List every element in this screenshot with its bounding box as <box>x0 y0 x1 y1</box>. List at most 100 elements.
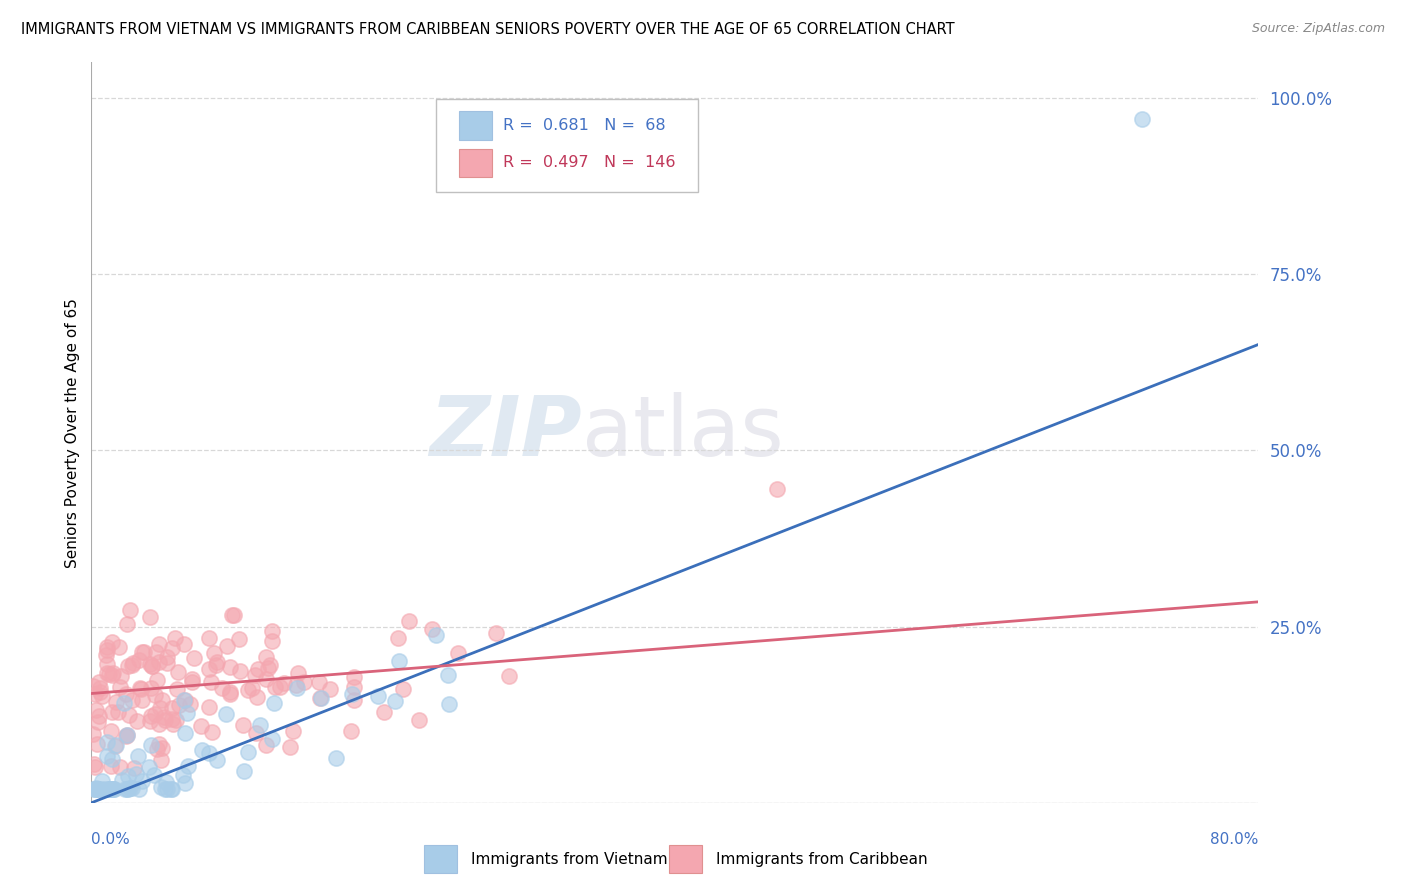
Point <box>219 684 242 698</box>
Point <box>145 645 167 659</box>
Point <box>86 738 108 752</box>
Point <box>127 714 149 729</box>
Point <box>200 674 222 689</box>
Point <box>343 680 366 694</box>
Point <box>118 780 141 795</box>
Point <box>83 757 105 772</box>
Point <box>174 776 197 790</box>
Point <box>228 632 250 646</box>
Point <box>155 713 177 727</box>
Point <box>343 693 366 707</box>
Point <box>285 681 308 695</box>
Text: atlas: atlas <box>582 392 783 473</box>
Point <box>447 646 470 660</box>
Point <box>205 655 228 669</box>
Point <box>121 657 143 671</box>
Point <box>124 760 146 774</box>
Point <box>111 773 134 788</box>
Point <box>260 624 283 638</box>
Point <box>160 781 183 796</box>
Point <box>240 681 263 696</box>
Point <box>150 780 173 794</box>
Point <box>179 698 201 712</box>
Point <box>108 640 131 654</box>
Point <box>90 781 112 796</box>
Point <box>141 658 163 673</box>
Point <box>163 631 186 645</box>
Point <box>232 718 254 732</box>
Point <box>100 723 122 738</box>
Point <box>228 665 250 679</box>
Point <box>104 739 127 753</box>
Point <box>215 639 238 653</box>
Point <box>84 703 107 717</box>
Point <box>243 668 266 682</box>
Point <box>190 719 212 733</box>
Point <box>139 714 162 728</box>
Point <box>139 657 162 672</box>
Point <box>131 693 153 707</box>
Point <box>90 773 112 788</box>
Point <box>198 662 221 676</box>
Point <box>146 673 169 688</box>
Point <box>420 623 443 637</box>
Point <box>437 698 460 712</box>
Point <box>174 692 197 706</box>
Point <box>128 681 150 696</box>
Point <box>162 716 184 731</box>
Point <box>218 687 240 701</box>
Point <box>155 774 177 789</box>
Point <box>97 781 120 796</box>
Point <box>183 650 205 665</box>
Point <box>202 646 225 660</box>
Point <box>165 713 187 727</box>
Point <box>96 749 118 764</box>
Point <box>96 657 118 671</box>
Point <box>245 725 267 739</box>
Point <box>97 781 120 796</box>
Point <box>150 693 173 707</box>
Point <box>205 753 228 767</box>
Point <box>139 681 162 695</box>
Point <box>153 781 176 796</box>
Point <box>84 760 107 774</box>
Point <box>246 690 269 705</box>
Point <box>142 768 165 782</box>
Point <box>173 692 195 706</box>
Point <box>148 737 170 751</box>
Point <box>766 482 789 496</box>
Point <box>388 653 411 667</box>
Point <box>198 746 221 760</box>
Point <box>100 668 122 682</box>
Point <box>260 731 283 746</box>
Point <box>254 672 277 686</box>
Point <box>138 609 160 624</box>
Point <box>100 781 122 796</box>
Point <box>387 631 409 645</box>
Point <box>484 626 506 640</box>
Bar <box>458 112 492 139</box>
Point <box>82 727 104 741</box>
Point <box>117 768 139 782</box>
Text: Immigrants from Vietnam: Immigrants from Vietnam <box>471 852 668 866</box>
Point <box>180 675 202 690</box>
Point <box>97 666 120 681</box>
Point <box>114 781 136 796</box>
Point <box>204 657 226 672</box>
Point <box>117 707 139 722</box>
Point <box>105 695 128 709</box>
Text: Immigrants from Caribbean: Immigrants from Caribbean <box>716 852 928 866</box>
Point <box>84 781 107 796</box>
Point <box>150 753 173 767</box>
Point <box>384 694 406 708</box>
Point <box>131 644 153 658</box>
Point <box>100 759 122 773</box>
Point <box>112 696 135 710</box>
Point <box>173 726 195 740</box>
Point <box>115 729 138 743</box>
Point <box>103 781 125 796</box>
Point <box>280 740 302 755</box>
Bar <box>458 149 492 177</box>
Point <box>132 645 155 659</box>
Point <box>153 710 176 724</box>
